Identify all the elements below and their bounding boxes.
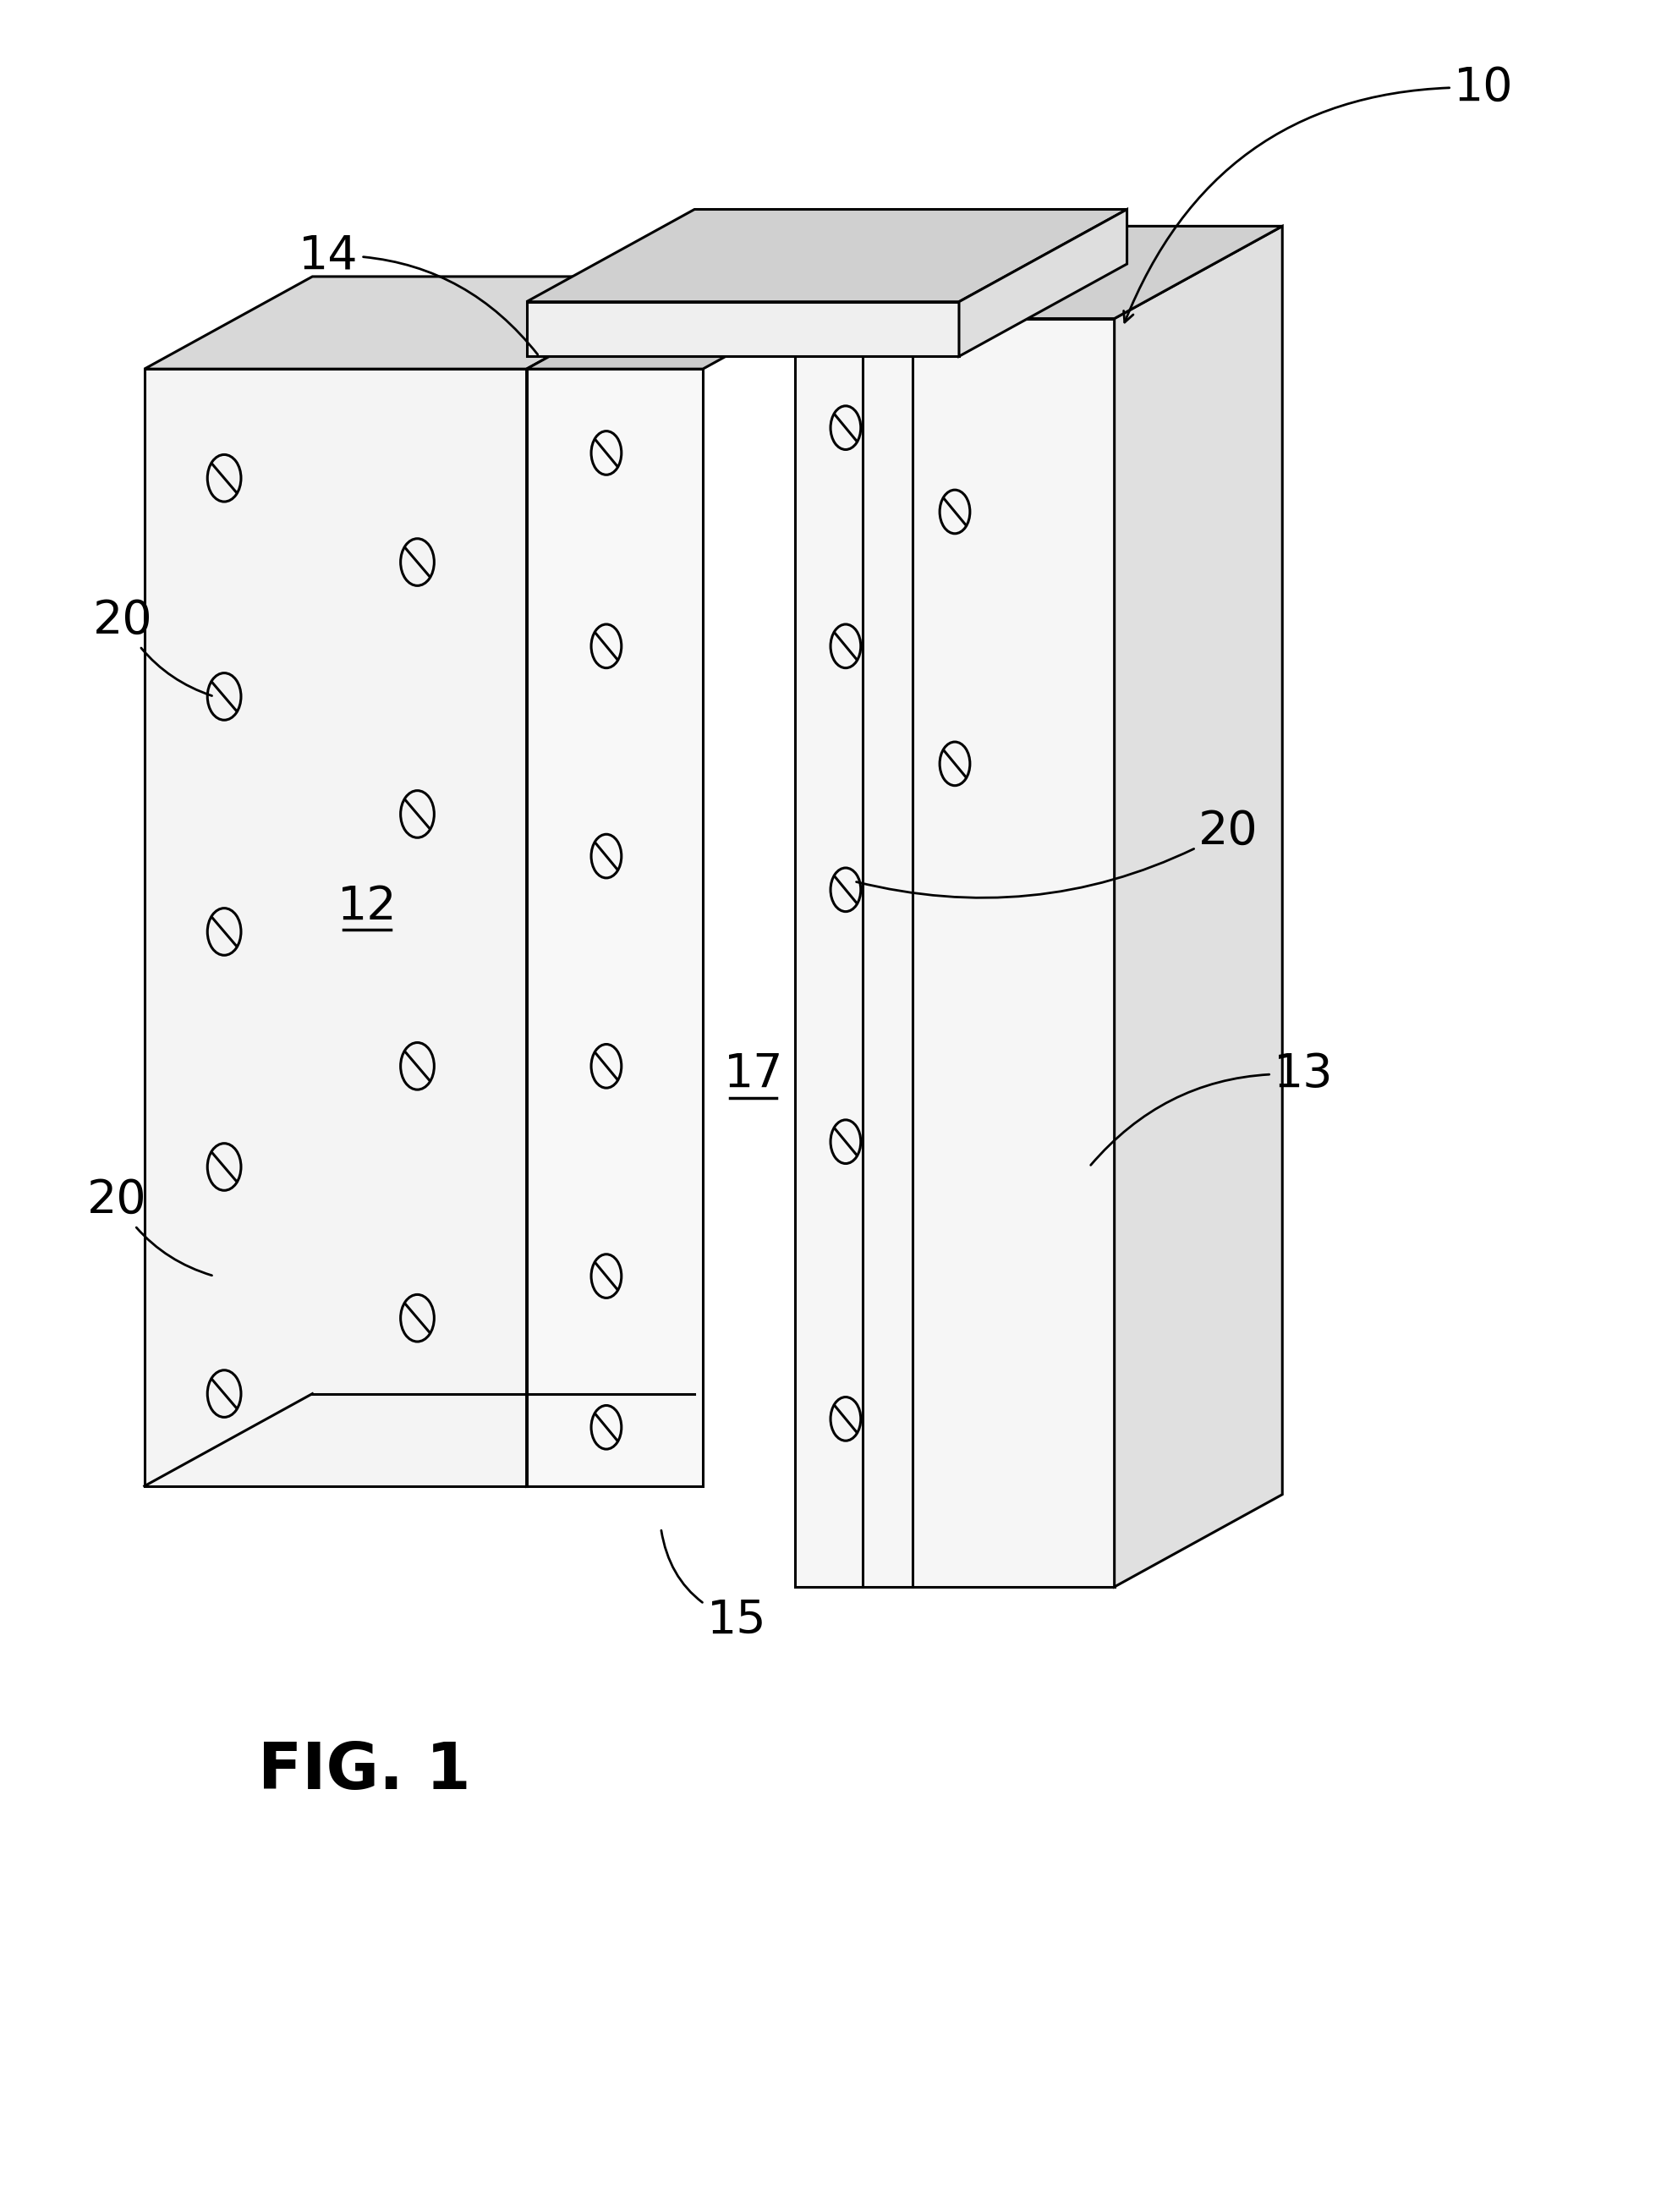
Polygon shape	[796, 226, 1282, 319]
Polygon shape	[527, 276, 871, 369]
Text: FIG. 1: FIG. 1	[257, 1741, 470, 1803]
Text: 10: 10	[1124, 64, 1513, 323]
Text: 13: 13	[1090, 1051, 1334, 1166]
Text: 14: 14	[299, 232, 538, 354]
Polygon shape	[527, 301, 960, 356]
Text: 20: 20	[856, 807, 1257, 898]
Polygon shape	[144, 276, 694, 369]
Polygon shape	[796, 319, 1115, 1586]
Polygon shape	[144, 369, 527, 1486]
Polygon shape	[527, 276, 694, 1486]
Text: 15: 15	[660, 1531, 766, 1644]
Text: 12: 12	[338, 883, 396, 929]
Polygon shape	[527, 369, 702, 1486]
Polygon shape	[527, 210, 1127, 301]
Text: 17: 17	[724, 1051, 782, 1097]
Polygon shape	[960, 210, 1127, 356]
Text: 20: 20	[87, 1177, 212, 1276]
Text: 20: 20	[94, 597, 212, 697]
Polygon shape	[1115, 226, 1282, 1586]
